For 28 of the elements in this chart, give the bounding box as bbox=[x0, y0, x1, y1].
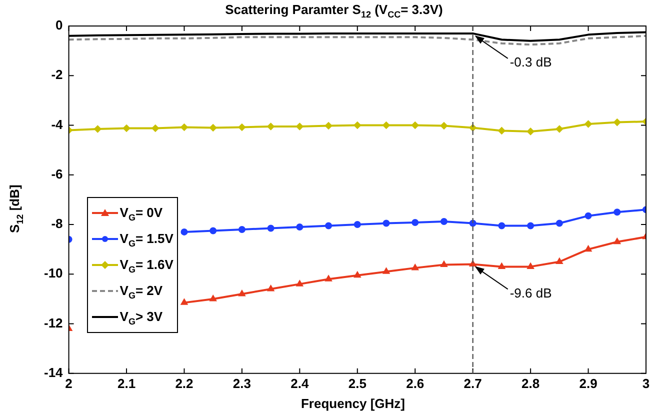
x-axis-title: Frequency [GHz] bbox=[300, 396, 406, 411]
x-tick-label: 2.2 bbox=[175, 376, 194, 391]
chart-title: Scattering Paramter S$_{12}$ (V$_{CC}$= 3.3V) bbox=[225, 2, 443, 20]
x-tick-label: 2.8 bbox=[522, 376, 540, 391]
x-tick-label: 2.3 bbox=[232, 376, 251, 391]
x-tick-label: 2.1 bbox=[117, 376, 136, 391]
y-tick-label: -4 bbox=[51, 116, 64, 132]
x-tick-label: 2.5 bbox=[348, 376, 366, 391]
x-tick-label: 2.6 bbox=[406, 376, 424, 391]
y-tick-label: -14 bbox=[44, 364, 64, 380]
legend-label: V$_{G}$= 1.5V bbox=[120, 230, 174, 248]
y-tick-label: -6 bbox=[51, 166, 63, 182]
legend-label: V$_{G}$= 1.6V bbox=[120, 256, 174, 274]
x-tick-label: 2.7 bbox=[464, 376, 482, 391]
annotation: -9.6 dB bbox=[510, 285, 552, 300]
x-tick-label: 3 bbox=[642, 376, 650, 391]
x-tick-label: 2.9 bbox=[579, 376, 598, 391]
legend-label: V$_{G}$> 3V bbox=[120, 308, 163, 326]
annotation: -0.3 dB bbox=[510, 54, 552, 70]
y-tick-label: -2 bbox=[51, 67, 63, 82]
x-tick-label: 2.4 bbox=[290, 376, 310, 391]
x-tick-label: 2 bbox=[65, 376, 72, 391]
y-tick-label: -10 bbox=[44, 266, 63, 281]
legend-label: V$_{G}$= 2V bbox=[120, 282, 163, 300]
legend-label: V$_{G}$= 0V bbox=[120, 204, 163, 222]
y-tick-label: -8 bbox=[51, 216, 63, 232]
y-tick-label: 0 bbox=[56, 18, 63, 33]
y-tick-label: -12 bbox=[44, 315, 63, 330]
